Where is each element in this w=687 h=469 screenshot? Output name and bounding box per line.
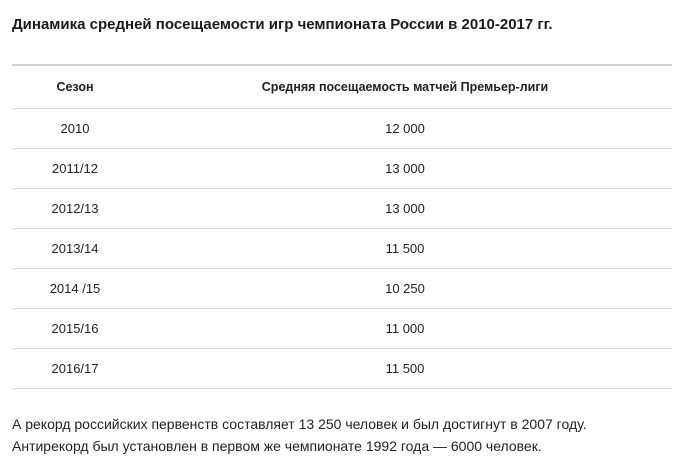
attendance-cell: 13 000 [385, 201, 425, 216]
attendance-cell: 12 000 [385, 121, 425, 136]
table-row: 2015/16 11 000 [12, 308, 672, 349]
antirecord-note: Антирекорд был установлен в первом же че… [12, 438, 542, 454]
table-row: 2010 12 000 [12, 108, 672, 149]
column-header-season: Сезон [56, 80, 94, 94]
attendance-cell: 11 500 [385, 361, 425, 376]
season-cell: 2015/16 [51, 321, 99, 336]
attendance-table-container: Сезон Средняя посещаемость матчей Премье… [12, 64, 672, 389]
record-note: А рекорд российских первенств составляет… [12, 416, 587, 432]
season-cell: 2014 /15 [49, 281, 101, 296]
season-cell: 2013/14 [51, 241, 99, 256]
attendance-cell: 10 250 [385, 281, 425, 296]
season-cell: 2016/17 [51, 361, 99, 376]
column-header-attendance: Средняя посещаемость матчей Премьер-лиги [261, 80, 549, 94]
table-row: 2013/14 11 500 [12, 228, 672, 269]
attendance-cell: 11 000 [385, 321, 425, 336]
season-cell: 2012/13 [51, 201, 99, 216]
attendance-table: Сезон Средняя посещаемость матчей Премье… [12, 64, 672, 389]
table-header-row: Сезон Средняя посещаемость матчей Премье… [12, 65, 672, 109]
attendance-cell: 11 500 [385, 241, 425, 256]
table-row: 2016/17 11 500 [12, 348, 672, 389]
notes-paragraph: А рекорд российских первенств составляет… [12, 413, 677, 457]
attendance-cell: 13 000 [385, 161, 425, 176]
table-row: 2012/13 13 000 [12, 188, 672, 229]
page-title: Динамика средней посещаемости игр чемпио… [12, 16, 553, 33]
table-row: 2011/12 13 000 [12, 148, 672, 189]
season-cell: 2010 [60, 121, 90, 136]
season-cell: 2011/12 [51, 161, 99, 176]
table-row: 2014 /15 10 250 [12, 268, 672, 309]
